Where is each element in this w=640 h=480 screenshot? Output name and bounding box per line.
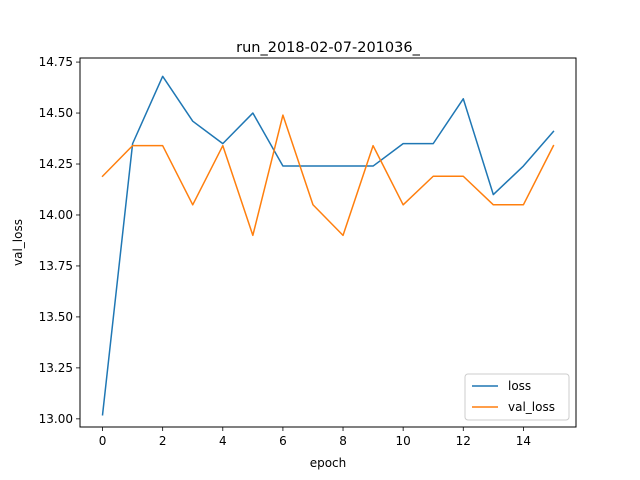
legend: loss val_loss [464, 373, 570, 421]
series-line-loss [101, 75, 555, 416]
x-tick-label: 12 [456, 434, 471, 448]
x-tick-label: 0 [99, 434, 107, 448]
x-tick-label: 10 [396, 434, 411, 448]
x-axis-label: epoch [310, 456, 347, 470]
x-tick-label: 6 [279, 434, 287, 448]
x-axis: 0 2 4 6 8 10 12 14 [99, 427, 531, 448]
y-tick-label: 14.75 [39, 55, 73, 69]
x-tick-label: 4 [219, 434, 227, 448]
x-tick-label: 14 [516, 434, 531, 448]
legend-label: val_loss [508, 400, 555, 414]
y-tick-label: 14.50 [39, 106, 73, 120]
y-tick-label: 13.50 [39, 310, 73, 324]
x-tick-label: 8 [339, 434, 347, 448]
y-tick-label: 14.25 [39, 157, 73, 171]
y-tick-label: 13.00 [39, 412, 73, 426]
series-line-val-loss [101, 114, 555, 237]
y-tick-label: 14.00 [39, 208, 73, 222]
plot-frame [79, 57, 577, 428]
chart-title: run_2018-02-07-201036_ [236, 40, 420, 56]
legend-label: loss [508, 379, 531, 393]
y-axis: 13.00 13.25 13.50 13.75 14.00 14.25 14.50 14.75 [39, 55, 80, 426]
x-tick-label: 2 [159, 434, 167, 448]
y-axis-label: val_loss [11, 219, 25, 266]
plot-area [101, 75, 555, 416]
y-tick-label: 13.75 [39, 259, 73, 273]
y-tick-label: 13.25 [39, 361, 73, 375]
